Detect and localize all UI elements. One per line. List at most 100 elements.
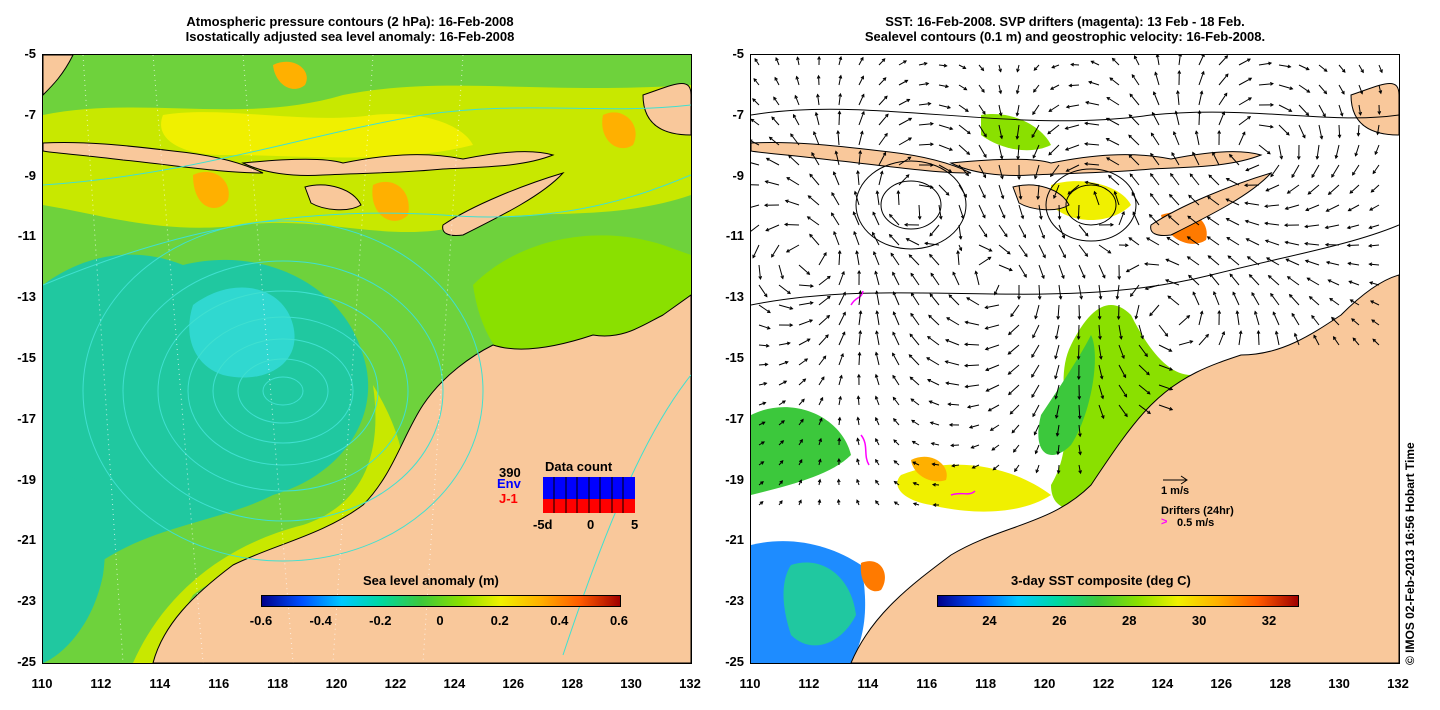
velocity-vector <box>1168 193 1180 206</box>
velocity-vector <box>968 424 980 429</box>
velocity-vector <box>1116 304 1121 321</box>
velocity-vector <box>1291 164 1300 179</box>
left-x-tick-label: 116 <box>208 676 230 691</box>
velocity-vector <box>875 190 880 206</box>
velocity-vector <box>1194 130 1200 146</box>
velocity-vector <box>1053 184 1060 200</box>
sla-orange-patch-1 <box>193 171 229 208</box>
velocity-vector <box>774 76 780 86</box>
velocity-vector <box>1338 84 1345 95</box>
velocity-vector <box>1084 162 1100 166</box>
velocity-vector <box>1138 384 1151 395</box>
left-x-tick-label: 130 <box>620 676 642 691</box>
velocity-vector <box>1270 164 1280 178</box>
velocity-vector <box>838 353 844 366</box>
velocity-vector <box>892 271 900 286</box>
velocity-vector <box>1368 262 1380 267</box>
sst-colorbar-tick: 28 <box>1121 613 1137 628</box>
velocity-vector <box>858 75 864 86</box>
velocity-vector <box>945 381 960 386</box>
velocity-vector <box>958 64 967 69</box>
velocity-vector <box>1212 151 1220 166</box>
timor-island <box>442 172 565 236</box>
velocity-vector <box>1225 218 1240 226</box>
velocity-vector <box>1009 404 1020 415</box>
lesser-sunda-islands <box>241 151 555 176</box>
right-title-line2: Sealevel contours (0.1 m) and geostrophi… <box>864 29 1266 44</box>
velocity-vector <box>1010 304 1020 318</box>
velocity-vector <box>788 154 800 166</box>
velocity-vector <box>1188 274 1200 286</box>
velocity-vector <box>831 212 840 226</box>
left-y-tick-label: -9 <box>24 167 36 183</box>
velocity-vector <box>857 351 862 366</box>
velocity-vector <box>1012 444 1020 453</box>
right-y-tick-label: -19 <box>725 471 744 487</box>
velocity-vector <box>929 253 940 266</box>
right-y-tick-label: -11 <box>725 228 744 244</box>
velocity-vector <box>1198 90 1204 106</box>
velocity-vector <box>1106 96 1120 106</box>
velocity-vector <box>1307 184 1320 195</box>
velocity-vector <box>892 374 900 386</box>
velocity-vector <box>833 230 840 246</box>
sst-north-green <box>981 114 1051 151</box>
velocity-vector <box>966 297 980 306</box>
velocity-vector <box>878 132 888 146</box>
velocity-vector <box>938 104 952 109</box>
velocity-vector <box>1174 110 1180 126</box>
velocity-vector <box>898 156 912 166</box>
velocity-vector <box>1238 115 1252 126</box>
right-x-tick-label: 128 <box>1269 676 1292 691</box>
velocity-vector <box>918 163 935 167</box>
velocity-vector <box>910 312 920 326</box>
velocity-vector <box>837 437 842 446</box>
velocity-vector <box>1188 194 1200 206</box>
right-x-tick-label: 126 <box>1210 676 1233 691</box>
velocity-vector <box>892 352 900 366</box>
velocity-vector <box>1138 364 1150 376</box>
velocity-vector <box>918 81 930 86</box>
velocity-vector <box>1118 243 1129 248</box>
right-x-tick-label: 120 <box>1033 676 1056 691</box>
velocity-vector <box>751 224 760 232</box>
velocity-vector <box>856 416 861 426</box>
velocity-vector <box>1054 384 1060 400</box>
velocity-vector <box>987 404 1000 412</box>
velocity-vector <box>1155 55 1160 66</box>
sla-colorbar-tick: 0.6 <box>609 613 629 628</box>
velocity-vector <box>1128 114 1140 126</box>
velocity-vector <box>798 264 811 275</box>
velocity-vector <box>785 244 800 253</box>
velocity-vector <box>905 238 920 246</box>
velocity-vector <box>809 173 820 186</box>
sla-colorbar-tick: -0.6 <box>249 613 273 628</box>
velocity-vector <box>838 270 845 286</box>
sealevel-contours <box>751 108 1399 306</box>
velocity-vector <box>1065 164 1080 172</box>
velocity-vector <box>974 270 980 286</box>
velocity-vector <box>875 416 880 426</box>
velocity-vector <box>1284 240 1300 246</box>
velocity-vector <box>978 256 992 266</box>
velocity-vector <box>978 204 986 219</box>
velocity-vector <box>1167 215 1180 226</box>
velocity-vector <box>836 130 840 146</box>
velocity-vector <box>778 420 785 426</box>
velocity-vector <box>875 479 880 486</box>
velocity-vector <box>1217 309 1222 326</box>
sla-orange-patch-4 <box>602 112 636 149</box>
velocity-vector <box>1354 144 1360 157</box>
velocity-vector <box>1111 57 1120 66</box>
velocity-vector <box>1078 244 1089 257</box>
left-y-tick-label: -19 <box>17 471 36 487</box>
velocity-vector <box>993 284 1000 296</box>
velocity-vector <box>878 77 887 86</box>
velocity-vector <box>958 124 971 135</box>
velocity-vector <box>978 184 986 199</box>
velocity-vector <box>908 354 920 366</box>
velocity-vector <box>1218 111 1226 126</box>
velocity-vector <box>1018 244 1028 258</box>
velocity-vector <box>858 56 864 66</box>
velocity-vector <box>1007 344 1020 355</box>
